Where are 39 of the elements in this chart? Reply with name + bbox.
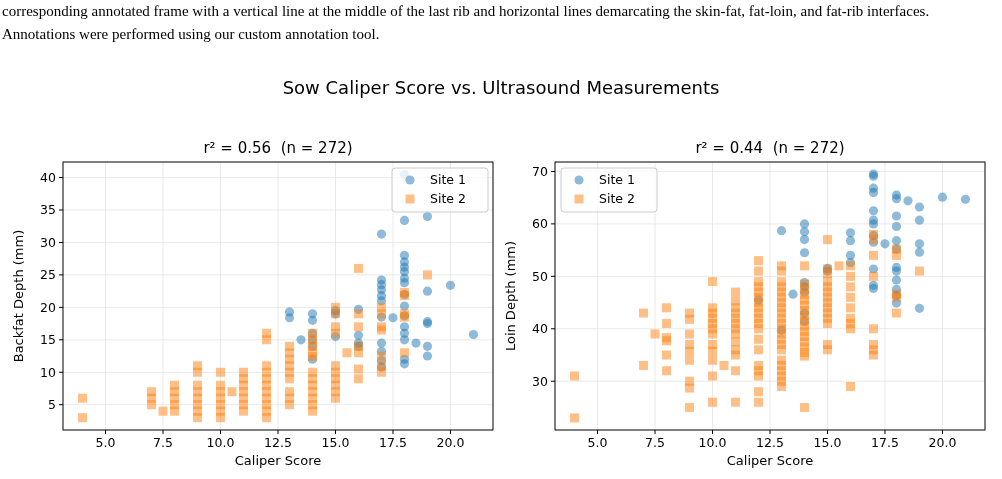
text: Sow Caliper Score vs. Ultrasound Measurements [282,77,720,98]
chart-title: r² = 0.44 (n = 272) [695,139,845,157]
legend-label: Site 1 [430,172,466,188]
y-tick-label: 60 [532,216,549,232]
y-tick-label: 20 [40,299,57,315]
x-tick-label: 7.5 [645,435,665,450]
y-tick-label: 40 [40,169,57,185]
x-tick-label: 12.5 [756,435,784,450]
x-tick-label: 15.0 [321,435,350,450]
text: corresponding annotated frame with a vertical line at the middle of the last rib and horizontal lines demarcating the skin-fat, fat-loin, and fat-rib interfaces. Annotations were performed using our custom annotation tool. [2,3,930,42]
x-tick-label: 15.0 [813,435,842,450]
x-tick-label: 20.0 [436,435,465,450]
y-axis-title: Backfat Depth (mm) [11,229,26,363]
x-tick-label: 10.0 [206,435,235,450]
legend-label: Site 1 [599,172,635,188]
y-tick-label: 50 [532,268,549,284]
x-tick-label: 5.0 [95,435,116,450]
y-tick-label: 5 [48,397,56,413]
x-tick-label: 20.0 [928,435,957,450]
y-tick-label: 15 [40,332,56,348]
y-tick-label: 30 [532,373,549,389]
y-tick-label: 70 [532,163,549,179]
chart-title: r² = 0.56 (n = 272) [203,139,353,157]
y-tick-label: 25 [40,267,56,283]
y-tick-label: 10 [40,364,57,380]
x-tick-label: 5.0 [587,435,608,450]
y-tick-label: 35 [40,202,56,218]
x-tick-label: 7.5 [153,435,173,450]
y-tick-label: 30 [40,234,57,250]
legend-label: Site 2 [599,191,635,207]
legend-label: Site 2 [430,191,466,207]
x-tick-label: 17.5 [871,435,899,450]
x-tick-label: 12.5 [264,435,292,450]
y-tick-label: 40 [532,321,549,337]
x-tick-label: 10.0 [698,435,727,450]
x-axis-title: Caliper Score [726,453,814,468]
y-axis-title: Loin Depth (mm) [503,240,518,352]
x-axis-title: Caliper Score [234,453,322,468]
x-tick-label: 17.5 [379,435,407,450]
